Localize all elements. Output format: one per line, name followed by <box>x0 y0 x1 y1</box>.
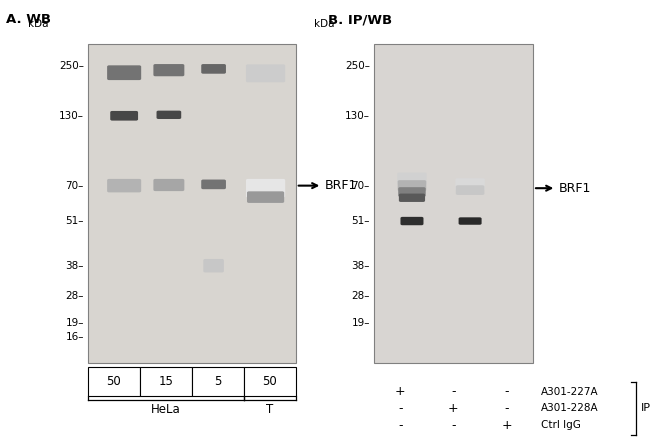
Text: -: - <box>398 418 402 432</box>
Text: 250–: 250– <box>345 61 370 71</box>
FancyBboxPatch shape <box>456 185 484 195</box>
FancyBboxPatch shape <box>202 180 226 189</box>
Text: BRF1: BRF1 <box>298 179 358 192</box>
Text: +: + <box>395 385 406 398</box>
Text: 51–: 51– <box>66 216 84 226</box>
FancyBboxPatch shape <box>153 64 185 76</box>
Text: -: - <box>451 418 456 432</box>
Text: kDa: kDa <box>28 18 49 29</box>
FancyBboxPatch shape <box>157 110 181 119</box>
FancyBboxPatch shape <box>153 179 185 191</box>
Bar <box>88 367 140 396</box>
FancyBboxPatch shape <box>398 187 426 197</box>
Text: -: - <box>398 402 402 415</box>
Text: -: - <box>504 402 509 415</box>
Text: IP: IP <box>641 403 650 413</box>
FancyBboxPatch shape <box>400 217 423 225</box>
Text: +: + <box>448 402 459 415</box>
Text: kDa: kDa <box>314 18 335 29</box>
Text: 130–: 130– <box>59 111 84 121</box>
Text: A301-228A: A301-228A <box>541 403 599 413</box>
FancyBboxPatch shape <box>456 178 485 191</box>
Text: 51–: 51– <box>352 216 370 226</box>
Text: Ctrl IgG: Ctrl IgG <box>541 420 580 430</box>
Text: HeLa: HeLa <box>151 403 181 416</box>
FancyBboxPatch shape <box>397 172 426 185</box>
Text: 38–: 38– <box>352 261 370 271</box>
Text: 70–: 70– <box>352 181 370 191</box>
Text: A301-227A: A301-227A <box>541 387 599 396</box>
FancyBboxPatch shape <box>246 64 285 82</box>
Text: B. IP/WB: B. IP/WB <box>328 13 393 26</box>
Text: 15: 15 <box>159 375 173 388</box>
Bar <box>192 367 244 396</box>
Bar <box>374 44 533 363</box>
FancyBboxPatch shape <box>247 191 284 203</box>
FancyBboxPatch shape <box>203 259 224 272</box>
FancyBboxPatch shape <box>107 65 141 80</box>
FancyBboxPatch shape <box>202 64 226 74</box>
Bar <box>88 44 296 363</box>
Text: 19–: 19– <box>352 318 370 328</box>
Text: 16–: 16– <box>66 333 84 342</box>
FancyBboxPatch shape <box>246 179 285 198</box>
FancyBboxPatch shape <box>107 179 141 192</box>
FancyBboxPatch shape <box>399 194 425 202</box>
Text: 70–: 70– <box>66 181 84 191</box>
Text: 50: 50 <box>263 375 277 388</box>
Text: 38–: 38– <box>66 261 84 271</box>
Text: 130–: 130– <box>345 111 370 121</box>
FancyBboxPatch shape <box>398 180 426 191</box>
Text: BRF1: BRF1 <box>536 182 592 194</box>
FancyBboxPatch shape <box>111 111 138 121</box>
FancyBboxPatch shape <box>459 217 482 225</box>
Text: 50: 50 <box>107 375 121 388</box>
Text: 19–: 19– <box>66 318 84 328</box>
Text: T: T <box>266 403 274 416</box>
Text: -: - <box>451 385 456 398</box>
Text: +: + <box>501 418 512 432</box>
Text: 5: 5 <box>214 375 222 388</box>
Bar <box>244 367 296 396</box>
Text: 28–: 28– <box>66 291 84 301</box>
Text: 28–: 28– <box>352 291 370 301</box>
Bar <box>140 367 192 396</box>
Text: 250–: 250– <box>59 61 84 71</box>
Text: -: - <box>504 385 509 398</box>
Text: A. WB: A. WB <box>6 13 51 26</box>
